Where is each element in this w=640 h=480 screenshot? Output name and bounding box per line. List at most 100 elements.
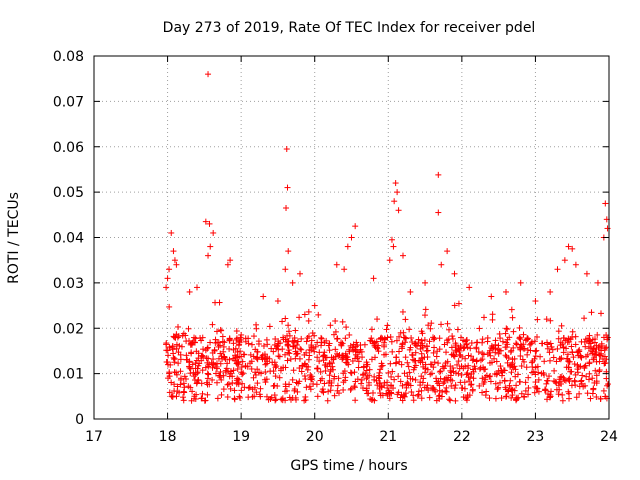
data-point — [449, 333, 456, 340]
data-point — [419, 340, 426, 347]
data-point — [467, 381, 474, 388]
data-point — [230, 367, 237, 374]
data-point — [423, 342, 430, 349]
data-point — [470, 375, 477, 382]
data-point — [229, 379, 236, 386]
data-point — [332, 328, 339, 335]
data-point — [426, 338, 433, 345]
data-point — [511, 387, 518, 394]
data-point — [445, 336, 452, 343]
data-point — [368, 335, 375, 342]
data-point — [224, 393, 231, 400]
data-point — [504, 359, 511, 366]
data-point — [163, 347, 170, 354]
data-point — [342, 335, 349, 342]
data-point — [412, 362, 419, 369]
data-point — [260, 343, 267, 350]
data-point — [230, 340, 237, 347]
data-point — [204, 391, 211, 398]
data-point — [307, 374, 314, 381]
data-point — [509, 359, 516, 366]
data-point — [531, 338, 538, 345]
data-point — [181, 373, 188, 380]
data-point — [479, 389, 486, 396]
data-point — [220, 372, 227, 379]
data-point — [368, 326, 375, 333]
data-point — [481, 314, 488, 321]
data-point — [442, 388, 449, 395]
data-point — [318, 334, 325, 341]
data-point — [254, 380, 261, 387]
data-point — [275, 353, 282, 360]
data-point — [213, 328, 220, 335]
data-point — [202, 397, 209, 404]
data-point — [274, 298, 281, 305]
data-point — [366, 382, 373, 389]
data-point — [191, 339, 198, 346]
data-point — [569, 349, 576, 356]
data-point — [468, 339, 475, 346]
data-point — [180, 330, 187, 337]
data-point — [217, 368, 224, 375]
data-point — [315, 311, 322, 318]
data-point — [236, 393, 243, 400]
data-point — [166, 303, 173, 310]
data-point — [497, 363, 504, 370]
data-point — [340, 370, 347, 377]
data-point — [283, 387, 290, 394]
data-point — [512, 373, 519, 380]
data-point — [410, 397, 417, 404]
data-point — [442, 362, 449, 369]
data-point — [397, 378, 404, 385]
data-point — [177, 376, 184, 383]
data-point — [559, 397, 566, 404]
data-point — [555, 328, 562, 335]
data-point — [328, 379, 335, 386]
data-point — [446, 396, 453, 403]
data-point — [354, 376, 361, 383]
data-point — [567, 368, 574, 375]
data-point — [220, 343, 227, 350]
data-point — [436, 335, 443, 342]
data-point — [358, 376, 365, 383]
data-point — [522, 379, 529, 386]
data-point — [348, 370, 355, 377]
data-point — [227, 385, 234, 392]
data-point — [517, 353, 524, 360]
data-point — [583, 373, 590, 380]
data-point — [520, 345, 527, 352]
data-points — [163, 71, 612, 404]
data-point — [327, 387, 334, 394]
data-point — [224, 360, 231, 367]
data-point — [410, 392, 417, 399]
data-point — [444, 320, 451, 327]
data-point — [522, 387, 529, 394]
data-point — [276, 374, 283, 381]
data-point — [406, 369, 413, 376]
data-point — [270, 348, 277, 355]
data-point — [554, 266, 561, 273]
data-point — [285, 337, 292, 344]
data-point — [404, 379, 411, 386]
data-point — [377, 366, 384, 373]
data-point — [332, 346, 339, 353]
data-point — [239, 380, 246, 387]
data-point — [204, 345, 211, 352]
data-point — [343, 324, 350, 331]
data-point — [294, 388, 301, 395]
y-tick-label: 0.05 — [53, 185, 84, 201]
data-point — [544, 345, 551, 352]
data-point — [489, 316, 496, 323]
data-point — [539, 340, 546, 347]
data-point — [305, 356, 312, 363]
data-point — [396, 358, 403, 365]
data-point — [255, 340, 262, 347]
data-point — [346, 331, 353, 338]
data-point — [561, 257, 568, 264]
data-point — [492, 337, 499, 344]
data-point — [554, 345, 561, 352]
data-point — [248, 358, 255, 365]
data-point — [325, 388, 332, 395]
data-point — [546, 349, 553, 356]
data-point — [518, 362, 525, 369]
